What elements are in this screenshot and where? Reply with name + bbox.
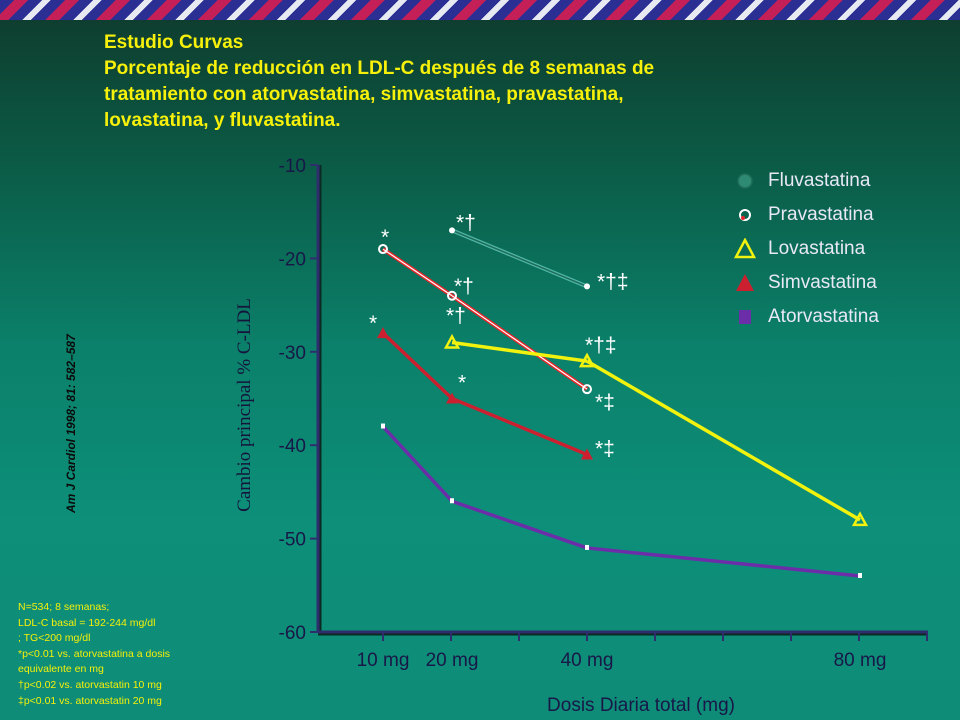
title-line-1: Estudio Curvas — [104, 32, 244, 53]
note-line-2: LDL-C basal = 192-244 mg/dl — [18, 616, 156, 629]
series-line-atorvastatina — [381, 425, 454, 503]
legend-item-simvastatina: Simvastatina — [734, 266, 879, 300]
x-tick-label: 10 mg — [357, 650, 410, 671]
legend-label-simvastatina: Simvastatina — [768, 272, 877, 293]
marker-atorvastatina — [585, 544, 589, 550]
title-line-2: Porcentaje de reducción en LDL-C después… — [104, 58, 655, 79]
series-line-atorvastatina — [586, 546, 861, 578]
annotation-pravastatina: *† — [454, 275, 474, 298]
series-line-lovastatina — [451, 340, 588, 363]
annotation-lovastatina: *† — [446, 304, 466, 327]
series-line-simvastatina — [381, 331, 454, 400]
marker-pravastatina — [582, 384, 592, 395]
legend-label-lovastatina: Lovastatina — [768, 238, 866, 259]
series-line-simvastatina — [451, 396, 588, 457]
slide-title: Estudio Curvas Porcentaje de reducción e… — [104, 30, 824, 134]
chart-legend: Fluvastatina Pravastatina Lovastatina Si… — [733, 164, 879, 334]
annotation-simvastatina: *‡ — [595, 438, 615, 461]
legend-marker-lovastatina — [733, 237, 757, 260]
legend-label-pravastatina: Pravastatina — [768, 204, 874, 225]
series-line-atorvastatina — [451, 499, 588, 550]
legend-label-atorvastatina: Atorvastatina — [768, 306, 879, 327]
marker-atorvastatina — [381, 423, 385, 429]
title-line-3: tratamiento con atorvastatina, simvastat… — [104, 84, 624, 105]
footnotes: N=534; 8 semanas; LDL-C basal = 192-244 … — [18, 600, 258, 709]
marker-simvastatina — [581, 448, 593, 460]
marker-lovastatina — [578, 352, 596, 368]
y-tick-label: -40 — [279, 436, 306, 457]
marker-pravastatina — [378, 244, 388, 255]
x-tick-label: 20 mg — [426, 650, 479, 671]
annotation-lovastatina: *†‡ — [585, 334, 617, 357]
legend-item-lovastatina: Lovastatina — [733, 232, 879, 266]
series-line-core-pravastatina — [451, 295, 588, 390]
note-line-1: N=534; 8 semanas; — [18, 601, 110, 613]
legend-label-fluvastatina: Fluvastatina — [768, 170, 871, 191]
marker-lovastatina — [851, 511, 869, 527]
y-tick-label: -20 — [279, 249, 306, 270]
marker-pravastatina — [447, 290, 457, 301]
annotation-pravastatina: *‡ — [595, 391, 615, 414]
note-line-5: equivalente en mg — [18, 663, 104, 676]
legend-marker-pravastatina — [734, 204, 756, 226]
y-axis-title: Cambio principal % C-LDL — [234, 298, 255, 512]
x-tick-label: 80 mg — [834, 650, 887, 671]
marker-atorvastatina — [450, 498, 454, 504]
legend-item-pravastatina: Pravastatina — [734, 198, 879, 232]
marker-simvastatina — [377, 327, 389, 339]
note-line-6: †p<0.02 vs. atorvastatin 10 mg — [18, 678, 162, 691]
series-line-lovastatina — [586, 359, 861, 522]
marker-simvastatina — [446, 392, 458, 404]
annotation-simvastatina: * — [458, 372, 466, 395]
annotation-fluvastatina: *† — [456, 211, 476, 234]
marker-atorvastatina — [858, 572, 862, 578]
y-tick-label: -60 — [279, 623, 306, 644]
note-line-3: ; TG<200 mg/dl — [18, 632, 91, 645]
marker-fluvastatina — [449, 227, 455, 234]
series-line-core-pravastatina — [382, 248, 453, 297]
note-line-4: *p<0.01 vs. atorvastatina a dosis — [18, 647, 171, 660]
annotation-fluvastatina: *†‡ — [597, 270, 629, 293]
title-line-4: lovastatina, y fluvastatina. — [104, 110, 341, 131]
marker-lovastatina — [443, 333, 461, 349]
annotation-simvastatina: * — [369, 312, 377, 335]
legend-marker-atorvastatina — [734, 306, 756, 328]
y-tick-label: -10 — [279, 156, 306, 177]
note-line-7: ‡p<0.01 vs. atorvastatin 20 mg — [18, 694, 162, 707]
legend-item-atorvastatina: Atorvastatina — [734, 300, 879, 334]
decorative-top-band — [0, 0, 960, 20]
legend-marker-simvastatina — [734, 272, 756, 294]
legend-marker-fluvastatina — [734, 170, 756, 192]
annotation-pravastatina: * — [381, 226, 389, 249]
series-line-core-fluvastatina — [451, 229, 588, 288]
x-axis-title: Dosis Diaria total (mg) — [547, 695, 735, 716]
marker-fluvastatina — [584, 283, 590, 290]
legend-item-fluvastatina: Fluvastatina — [734, 164, 879, 198]
y-tick-label: -30 — [279, 343, 306, 364]
y-tick-label: -50 — [279, 530, 306, 551]
x-tick-label: 40 mg — [561, 650, 614, 671]
